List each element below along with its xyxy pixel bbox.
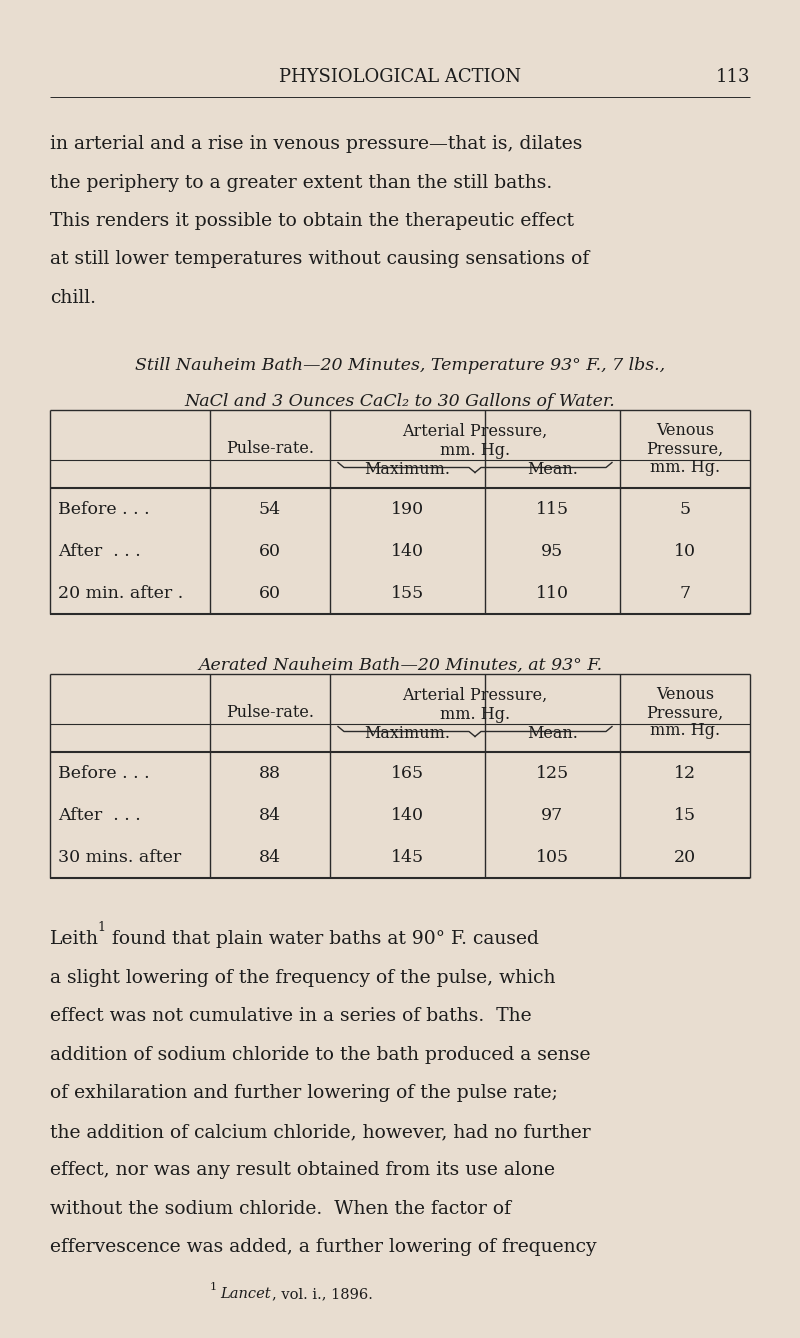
Text: Arterial Pressure,: Arterial Pressure, xyxy=(402,423,548,439)
Text: PHYSIOLOGICAL ACTION: PHYSIOLOGICAL ACTION xyxy=(279,68,521,86)
Text: 54: 54 xyxy=(259,500,281,518)
Text: mm. Hg.: mm. Hg. xyxy=(650,459,720,475)
Text: Pressure,: Pressure, xyxy=(646,705,724,721)
Text: mm. Hg.: mm. Hg. xyxy=(650,723,720,740)
Text: 20 min. after .: 20 min. after . xyxy=(58,585,183,602)
Text: Lancet: Lancet xyxy=(220,1287,270,1301)
Text: Leith: Leith xyxy=(50,930,99,949)
Text: Venous: Venous xyxy=(656,423,714,439)
Text: chill.: chill. xyxy=(50,289,96,306)
Text: 60: 60 xyxy=(259,585,281,602)
Text: 145: 145 xyxy=(391,850,424,866)
Text: Still Nauheim Bath—20 Minutes, Temperature 93° F., 7 lbs.,: Still Nauheim Bath—20 Minutes, Temperatu… xyxy=(135,357,665,375)
Text: Before . . .: Before . . . xyxy=(58,500,150,518)
Text: Arterial Pressure,: Arterial Pressure, xyxy=(402,686,548,704)
Text: 88: 88 xyxy=(259,765,281,781)
Text: the addition of calcium chloride, however, had no further: the addition of calcium chloride, howeve… xyxy=(50,1123,590,1141)
Text: 113: 113 xyxy=(715,68,750,86)
Text: at still lower temperatures without causing sensations of: at still lower temperatures without caus… xyxy=(50,250,590,269)
Text: in arterial and a rise in venous pressure—that is, dilates: in arterial and a rise in venous pressur… xyxy=(50,135,582,153)
Text: NaCl and 3 Ounces CaCl₂ to 30 Gallons of Water.: NaCl and 3 Ounces CaCl₂ to 30 Gallons of… xyxy=(185,392,615,409)
Text: Mean.: Mean. xyxy=(527,462,578,479)
Text: Maximum.: Maximum. xyxy=(365,725,450,743)
Text: 30 mins. after: 30 mins. after xyxy=(58,850,182,866)
Text: 190: 190 xyxy=(391,500,424,518)
Text: without the sodium chloride.  When the factor of: without the sodium chloride. When the fa… xyxy=(50,1200,511,1218)
Text: 84: 84 xyxy=(259,807,281,824)
Text: 7: 7 xyxy=(679,585,690,602)
Text: After  . . .: After . . . xyxy=(58,543,141,561)
Text: effect was not cumulative in a series of baths.  The: effect was not cumulative in a series of… xyxy=(50,1008,532,1025)
Text: 5: 5 xyxy=(679,500,690,518)
Text: Before . . .: Before . . . xyxy=(58,765,150,781)
Text: 115: 115 xyxy=(536,500,569,518)
Text: 84: 84 xyxy=(259,850,281,866)
Text: of exhilaration and further lowering of the pulse rate;: of exhilaration and further lowering of … xyxy=(50,1085,558,1103)
Text: found that plain water baths at 90° F. caused: found that plain water baths at 90° F. c… xyxy=(106,930,539,949)
Text: 1: 1 xyxy=(97,922,105,934)
Text: 95: 95 xyxy=(542,543,564,561)
Text: 155: 155 xyxy=(391,585,424,602)
Text: 60: 60 xyxy=(259,543,281,561)
Text: Aerated Nauheim Bath—20 Minutes, at 93° F.: Aerated Nauheim Bath—20 Minutes, at 93° … xyxy=(198,657,602,673)
Text: 110: 110 xyxy=(536,585,569,602)
Text: 140: 140 xyxy=(391,543,424,561)
Text: 15: 15 xyxy=(674,807,696,824)
Text: This renders it possible to obtain the therapeutic effect: This renders it possible to obtain the t… xyxy=(50,211,574,230)
Text: , vol. i., 1896.: , vol. i., 1896. xyxy=(272,1287,373,1301)
Text: effervescence was added, a further lowering of frequency: effervescence was added, a further lower… xyxy=(50,1239,597,1256)
Text: 12: 12 xyxy=(674,765,696,781)
Text: 10: 10 xyxy=(674,543,696,561)
Text: 20: 20 xyxy=(674,850,696,866)
Text: Pulse-rate.: Pulse-rate. xyxy=(226,440,314,458)
Text: 125: 125 xyxy=(536,765,569,781)
Text: 97: 97 xyxy=(542,807,564,824)
Text: 105: 105 xyxy=(536,850,569,866)
Text: addition of sodium chloride to the bath produced a sense: addition of sodium chloride to the bath … xyxy=(50,1046,590,1064)
Text: effect, nor was any result obtained from its use alone: effect, nor was any result obtained from… xyxy=(50,1161,555,1180)
Text: Venous: Venous xyxy=(656,686,714,704)
Text: Pressure,: Pressure, xyxy=(646,440,724,458)
Text: After  . . .: After . . . xyxy=(58,807,141,824)
Text: 1: 1 xyxy=(210,1282,217,1293)
Text: Mean.: Mean. xyxy=(527,725,578,743)
Text: the periphery to a greater extent than the still baths.: the periphery to a greater extent than t… xyxy=(50,174,552,191)
Text: 140: 140 xyxy=(391,807,424,824)
Text: mm. Hg.: mm. Hg. xyxy=(440,706,510,724)
Text: a slight lowering of the frequency of the pulse, which: a slight lowering of the frequency of th… xyxy=(50,969,555,987)
Text: mm. Hg.: mm. Hg. xyxy=(440,443,510,459)
Text: 165: 165 xyxy=(391,765,424,781)
Text: Maximum.: Maximum. xyxy=(365,462,450,479)
Text: Pulse-rate.: Pulse-rate. xyxy=(226,704,314,721)
